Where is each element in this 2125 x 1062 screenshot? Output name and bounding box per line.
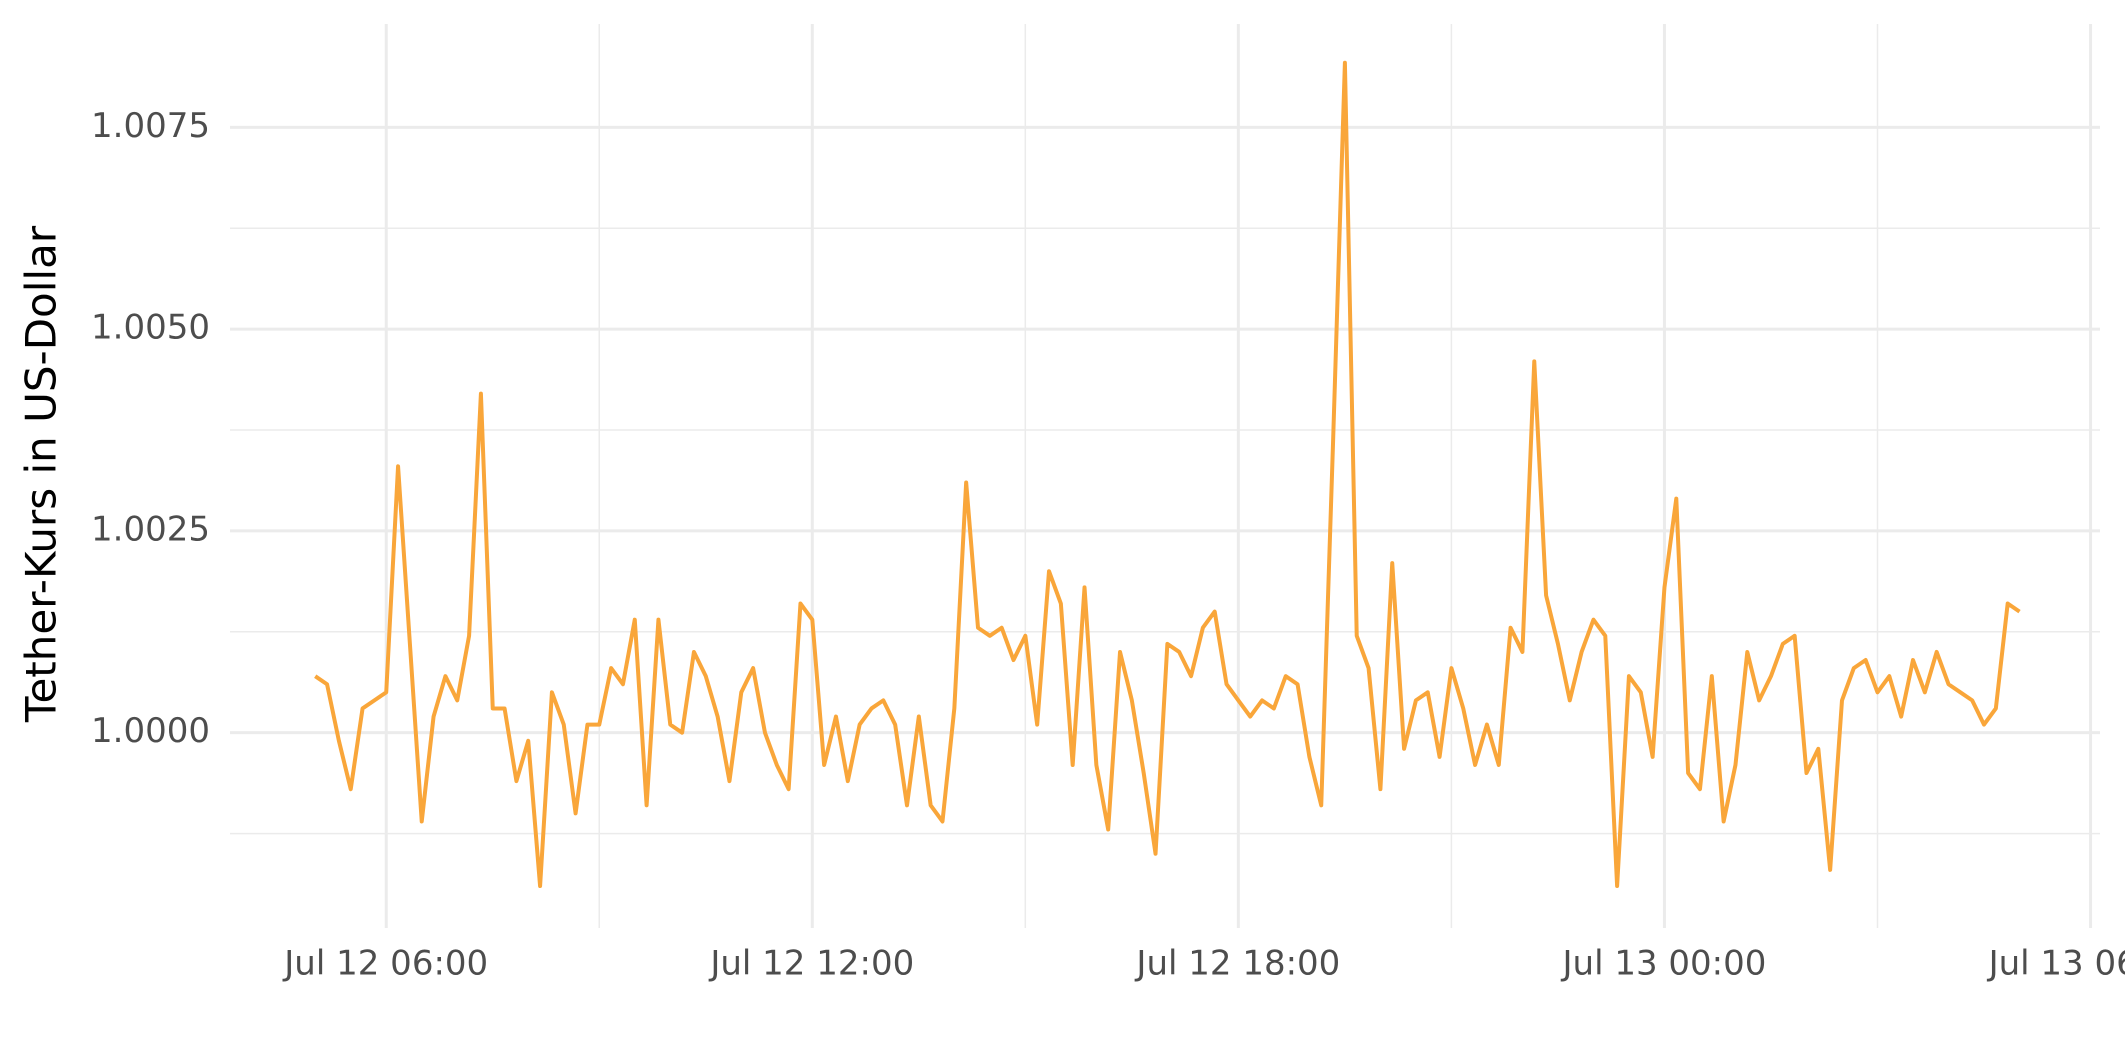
x-tick-label: Jul 13 00:00 <box>1561 944 1767 984</box>
x-tick-label: Jul 12 06:00 <box>282 944 488 984</box>
price-line <box>314 60 2021 889</box>
y-tick-label: 1.0050 <box>91 308 210 348</box>
x-tick-label: Jul 12 18:00 <box>1134 944 1340 984</box>
x-tick-label: Jul 12 12:00 <box>708 944 914 984</box>
x-tick-label: Jul 13 06:00 <box>1987 944 2125 984</box>
y-tick-label: 1.0000 <box>91 711 210 751</box>
y-tick-label: 1.0075 <box>91 106 210 146</box>
y-axis-title: Tether-Kurs in US-Dollar <box>17 225 66 723</box>
grid <box>230 24 2100 928</box>
y-tick-label: 1.0025 <box>91 509 210 549</box>
